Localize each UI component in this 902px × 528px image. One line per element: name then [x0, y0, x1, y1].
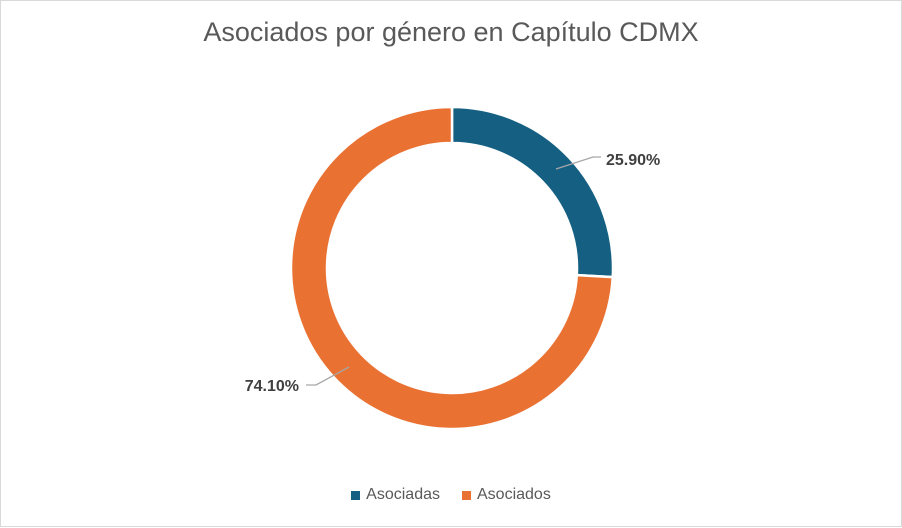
legend-item-asociadas: Asociadas [351, 486, 440, 504]
legend: Asociadas Asociados [1, 486, 901, 504]
data-label: 74.10% [245, 378, 299, 395]
legend-label: Asociadas [366, 486, 440, 503]
leader-line [555, 156, 601, 170]
donut-slice-asociadas [450, 105, 615, 279]
legend-label: Asociados [477, 486, 551, 503]
leader-line [306, 366, 350, 386]
legend-swatch-asociadas [351, 490, 361, 500]
legend-item-asociados: Asociados [462, 486, 551, 504]
legend-swatch-asociados [462, 490, 471, 500]
chart-title: Asociados por género en Capítulo CDMX [203, 17, 699, 47]
data-label: 25.90% [606, 152, 660, 169]
donut-slice-asociados [289, 105, 615, 431]
